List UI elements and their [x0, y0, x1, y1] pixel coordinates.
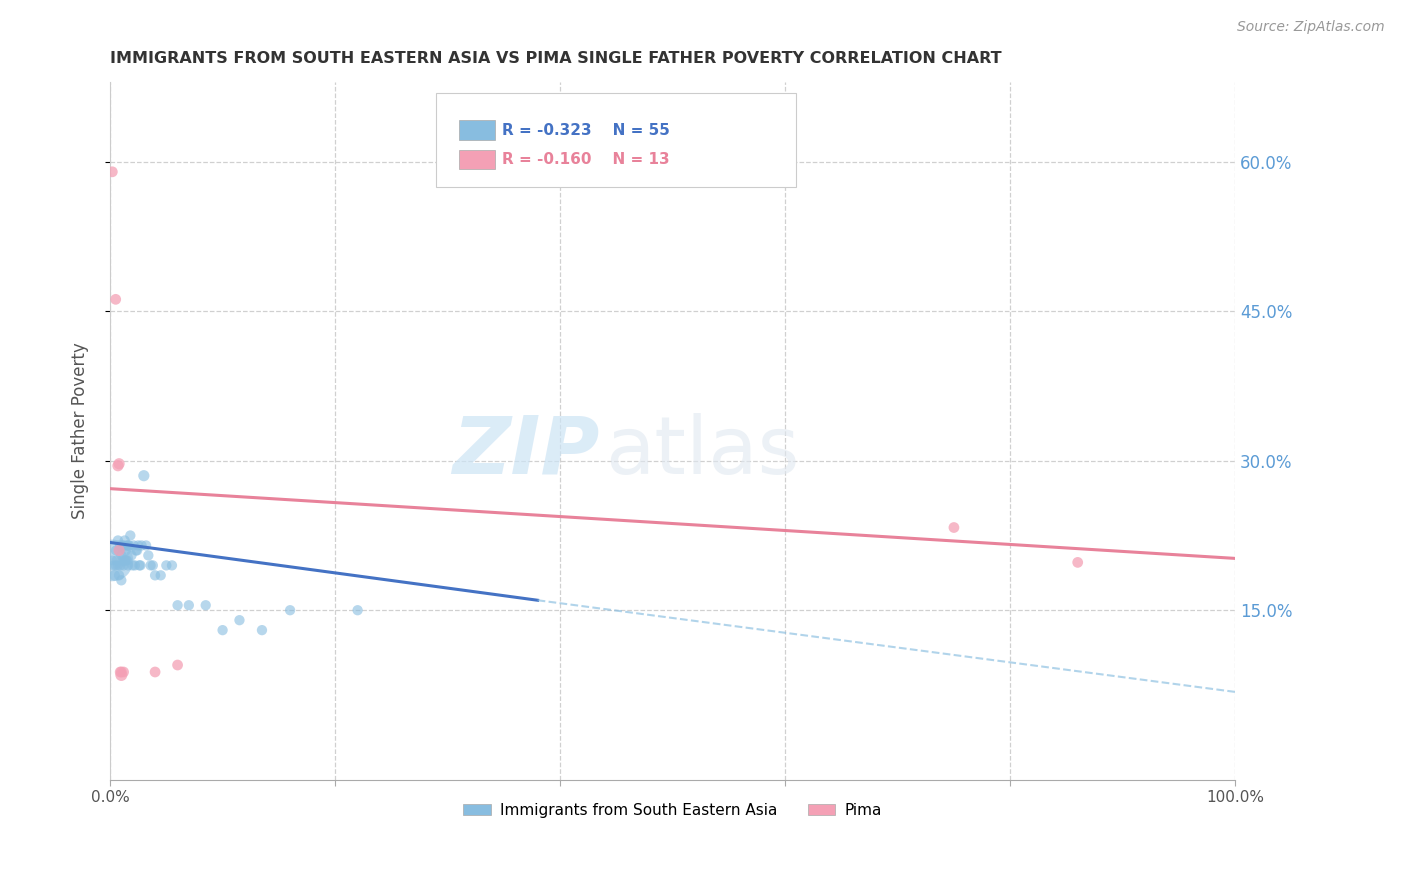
Point	[124, 558, 146, 573]
Point	[250, 623, 273, 637]
Point	[143, 665, 166, 679]
Point	[139, 558, 162, 573]
Point	[135, 538, 157, 552]
Point	[114, 553, 136, 567]
Point	[108, 543, 131, 558]
Point	[108, 568, 131, 582]
Point	[110, 549, 132, 563]
Point	[110, 574, 132, 588]
Point	[111, 538, 134, 552]
Point	[108, 457, 131, 471]
Text: ZIP: ZIP	[453, 413, 599, 491]
Point	[107, 558, 129, 573]
Point	[131, 538, 153, 552]
Point	[115, 553, 138, 567]
Point	[110, 668, 132, 682]
Point	[114, 553, 136, 567]
Point	[129, 558, 152, 573]
Point	[136, 549, 159, 563]
Y-axis label: Single Father Poverty: Single Father Poverty	[72, 343, 89, 519]
FancyBboxPatch shape	[458, 150, 495, 169]
Point	[101, 553, 124, 567]
Point	[111, 553, 134, 567]
Point	[108, 543, 131, 558]
Point	[346, 603, 368, 617]
Point	[103, 568, 125, 582]
Point	[142, 558, 165, 573]
Point	[118, 538, 141, 552]
Text: Source: ZipAtlas.com: Source: ZipAtlas.com	[1237, 20, 1385, 34]
Text: R = -0.160    N = 13: R = -0.160 N = 13	[502, 153, 669, 167]
Point	[104, 543, 127, 558]
Point	[104, 558, 127, 573]
Point	[114, 543, 136, 558]
Point	[1066, 555, 1088, 569]
Point	[278, 603, 301, 617]
Point	[115, 538, 138, 552]
Point	[228, 613, 250, 627]
FancyBboxPatch shape	[436, 93, 796, 186]
Point	[120, 549, 142, 563]
Point	[166, 599, 188, 613]
Point	[108, 538, 131, 552]
Point	[120, 528, 142, 542]
Point	[107, 533, 129, 548]
Point	[112, 538, 135, 552]
Point	[125, 543, 148, 558]
Text: R = -0.323    N = 55: R = -0.323 N = 55	[502, 122, 669, 137]
Point	[105, 553, 128, 567]
Point	[104, 293, 127, 307]
Point	[117, 538, 139, 552]
Point	[177, 599, 200, 613]
Point	[108, 665, 131, 679]
Point	[110, 665, 132, 679]
FancyBboxPatch shape	[458, 120, 495, 140]
Point	[122, 538, 145, 552]
Point	[107, 458, 129, 473]
Point	[125, 543, 148, 558]
Point	[155, 558, 177, 573]
Point	[149, 568, 172, 582]
Text: atlas: atlas	[605, 413, 800, 491]
Point	[101, 165, 124, 179]
Point	[211, 623, 233, 637]
Point	[166, 658, 188, 673]
Legend: Immigrants from South Eastern Asia, Pima: Immigrants from South Eastern Asia, Pima	[457, 797, 889, 824]
Point	[114, 533, 136, 548]
Point	[194, 599, 217, 613]
Point	[942, 520, 965, 534]
Point	[117, 558, 139, 573]
Point	[143, 568, 166, 582]
Point	[127, 538, 149, 552]
Point	[108, 558, 131, 573]
Point	[160, 558, 183, 573]
Point	[121, 558, 143, 573]
Point	[132, 468, 155, 483]
Point	[112, 558, 135, 573]
Point	[101, 553, 124, 567]
Point	[103, 558, 125, 573]
Text: IMMIGRANTS FROM SOUTH EASTERN ASIA VS PIMA SINGLE FATHER POVERTY CORRELATION CHA: IMMIGRANTS FROM SOUTH EASTERN ASIA VS PI…	[110, 51, 1001, 66]
Point	[112, 665, 135, 679]
Point	[128, 558, 150, 573]
